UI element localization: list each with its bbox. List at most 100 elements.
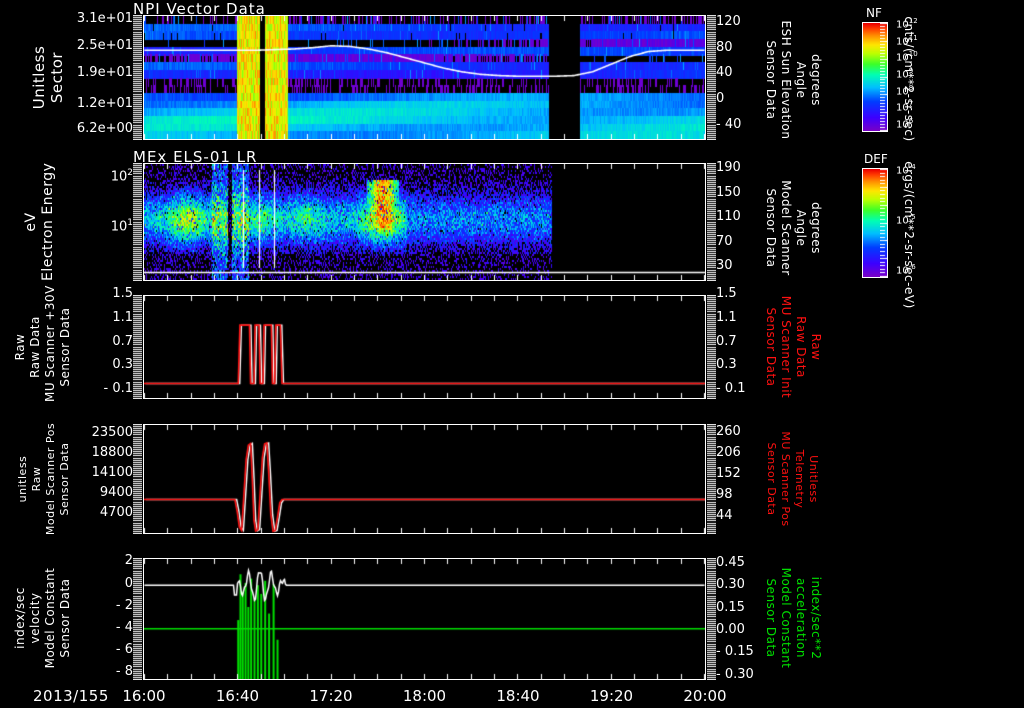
panel-3-plot-area — [143, 295, 706, 399]
panel-3-right-tick: 0.7 — [716, 333, 737, 349]
axis-minor-ticks — [133, 558, 142, 680]
panel-5-right-axis-label-line: Model Constant — [779, 567, 793, 669]
panel-1-title: NPI Vector Data — [133, 0, 266, 18]
panel-4-left-axis-label-line: Sensor Data — [58, 442, 71, 516]
x-tick-label: 18:00 — [402, 687, 447, 705]
npi-heatmap-canvas — [144, 16, 705, 139]
panel-3-right-tick: 1.1 — [716, 309, 737, 325]
x-tick-label: 19:20 — [589, 687, 634, 705]
panel-1-left-tick: 2.5e+01 — [76, 37, 133, 53]
panel-5-left-tick: - 8 — [115, 664, 133, 680]
panel-5-right-axis-label-line: index/sec**2 — [809, 576, 823, 660]
panel-2-right-tick: 30 — [716, 258, 733, 274]
panel-3-left-tick: 0.3 — [112, 357, 133, 373]
colorbar-2-tick: 10-6 — [896, 263, 916, 277]
colorbar-1-units-label-line: cnts/(cm**2-sr-sec) — [902, 16, 916, 142]
panel-1-right-axis-label-line: ESH Sun Elevation — [779, 20, 793, 140]
panel-5-left-axis-label-line: Sensor Data — [58, 578, 72, 658]
panel-2-title: MEx ELS-01 LR — [133, 148, 258, 166]
panel-5-right-axis-label-line: Sensor Data — [764, 578, 778, 658]
colorbar-2-tick: 10-5 — [896, 213, 916, 227]
panel-3-right-axis-label-line: Sensor Data — [764, 307, 778, 387]
colorbar-1-minor-ticks — [880, 23, 888, 131]
axis-minor-ticks — [707, 295, 716, 399]
panel-3-left-axis-label-line: Sensor Data — [58, 307, 72, 387]
panel-2-left-tick: 102 — [110, 167, 133, 184]
panel-4-right-axis-label-line: Unitless — [807, 455, 820, 503]
panel-2-right-tick: 70 — [716, 233, 733, 249]
axis-minor-ticks — [707, 163, 716, 281]
axis-minor-ticks — [133, 163, 142, 281]
date-label: 2013/155 — [33, 687, 109, 705]
colorbar-1-title: NF — [866, 6, 882, 20]
panel-1-right-tick: 120 — [716, 13, 741, 29]
axis-minor-ticks — [707, 15, 716, 140]
panel-5-left-tick: 0 — [124, 575, 133, 591]
panel-5-right-tick: 0.45 — [716, 554, 745, 570]
panel-4-right-tick: 98 — [716, 486, 733, 502]
panel-4-left-axis-label-line: unitless — [16, 455, 29, 503]
panel-2-plot-area — [143, 163, 706, 281]
panel-5-left-tick: - 4 — [115, 619, 133, 635]
panel-5-right-tick: - 0.30 — [716, 666, 754, 682]
panel-1-left-tick: 6.2e+00 — [76, 121, 133, 137]
els-spectrogram-canvas — [144, 164, 705, 280]
x-tick-label: 16:40 — [215, 687, 260, 705]
panel-3-left-axis-label-line: MU Scanner +30V — [43, 285, 57, 402]
panel-4-left-tick: 4700 — [99, 504, 133, 520]
colorbar-1-tick: 107 — [896, 100, 914, 114]
x-tick-label: 18:40 — [496, 687, 540, 705]
x-tick-label: 20:00 — [683, 687, 727, 705]
panel-1-left-tick: 1.9e+01 — [76, 64, 133, 80]
panel-3-right-axis-label-line: Raw Data — [794, 316, 808, 378]
colorbar-1-tick: 1010 — [896, 50, 918, 64]
panel-4-left-tick: 23500 — [91, 424, 133, 440]
panel-2-right-tick: 110 — [716, 209, 741, 225]
panel-5-right-tick: 0.15 — [716, 599, 745, 615]
panel-2-right-tick: 150 — [716, 184, 741, 200]
panel-5-left-axis-label-line: Model Constant — [43, 567, 57, 669]
mu-scanner-30v-canvas — [144, 296, 705, 398]
colorbar-1-tick: 1012 — [896, 17, 918, 31]
model-constant-velocity-canvas — [144, 559, 705, 679]
panel-5-left-tick: 2 — [124, 553, 133, 569]
axis-minor-ticks — [133, 295, 142, 399]
colorbar-2-units-label-line: ergs/(cm**2-sr-sec-eV) — [902, 161, 916, 309]
panel-5-left-axis-label-line: velocity — [28, 592, 42, 644]
panel-4-left-tick: 18800 — [91, 444, 133, 460]
axis-minor-ticks — [707, 558, 716, 680]
panel-1-right-tick: 80 — [716, 39, 733, 55]
panel-3-left-tick: 1.1 — [112, 309, 133, 325]
panel-3-left-tick: 1.5 — [112, 286, 133, 301]
panel-3-left-axis-label-line: Raw — [13, 333, 27, 361]
panel-5-left-axis-label-line: index/sec — [13, 587, 27, 649]
colorbar-2-minor-ticks — [880, 169, 888, 277]
panel-4-right-axis-label-line: Sensor Data — [765, 442, 778, 516]
colorbar-1-tick: 1011 — [896, 33, 918, 47]
panel-4-right-axis-label-line: Telemetry — [793, 449, 806, 509]
panel-1-right-tick: 0 — [716, 91, 725, 107]
axis-minor-ticks — [707, 424, 716, 534]
panel-2-left-axis-label-line: eV — [23, 212, 39, 232]
colorbar-2-title: DEF — [864, 152, 888, 166]
panel-1-left-tick: 1.2e+01 — [76, 95, 133, 111]
panel-5-left-tick: - 6 — [115, 642, 133, 658]
panel-3-right-tick: - 0.1 — [716, 381, 746, 397]
panel-1-left-tick: 3.1e+01 — [76, 11, 133, 27]
panel-4-right-tick: 44 — [716, 507, 733, 523]
panel-5-right-tick: - 0.15 — [716, 644, 754, 660]
panel-5-left-tick: - 2 — [115, 597, 133, 613]
panel-3-right-tick: 1.5 — [716, 286, 737, 301]
panel-3-left-axis-label-line: Raw Data — [28, 316, 42, 378]
panel-1-left-axis-label-line: Unitless — [30, 45, 48, 110]
panel-2-right-axis-label-line: Sensor Data — [764, 188, 778, 268]
panel-1-right-axis-label-line: Sensor Data — [764, 40, 778, 120]
panel-5-right-axis-label-line: acceleration — [794, 578, 808, 658]
panel-4-right-tick: 260 — [716, 423, 741, 439]
panel-2-right-axis-label-line: Model Scanner — [779, 180, 793, 276]
panel-4-left-tick: 14100 — [91, 464, 133, 480]
panel-1-plot-area — [143, 15, 706, 140]
panel-2-right-tick: 190 — [716, 160, 741, 176]
panel-1-right-axis-label-line: Angle — [794, 61, 808, 99]
panel-4-right-tick: 206 — [716, 444, 741, 460]
